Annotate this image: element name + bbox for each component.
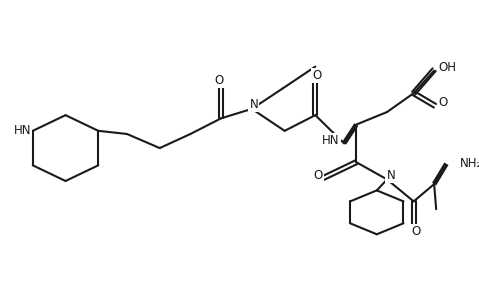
Text: O: O — [411, 225, 420, 238]
Text: O: O — [215, 74, 224, 87]
Text: OH: OH — [439, 61, 457, 74]
Text: O: O — [313, 168, 322, 181]
Text: OH: OH — [438, 60, 456, 73]
Text: N: N — [250, 98, 258, 111]
Text: O: O — [439, 96, 448, 109]
Text: NH₂: NH₂ — [459, 157, 479, 170]
Text: HN: HN — [14, 124, 31, 137]
Text: N: N — [387, 169, 395, 182]
Text: O: O — [313, 69, 322, 82]
Text: HN: HN — [322, 134, 340, 147]
